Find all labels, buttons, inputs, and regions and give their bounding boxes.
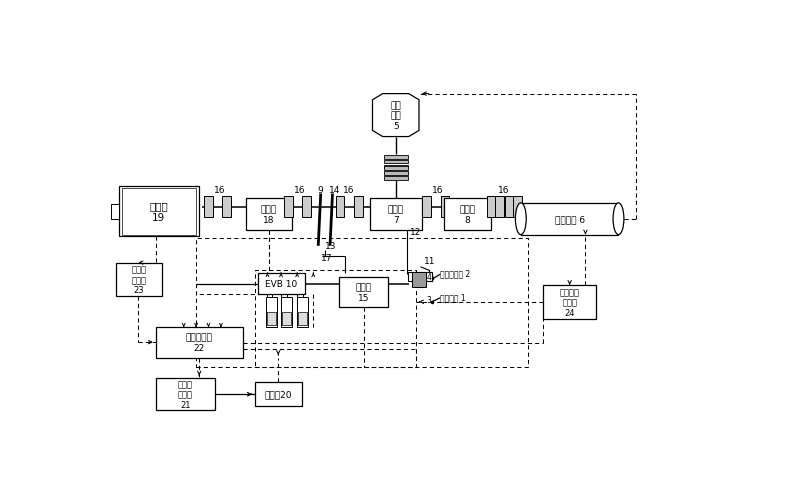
FancyBboxPatch shape: [281, 297, 292, 327]
Text: 16: 16: [343, 186, 354, 195]
FancyBboxPatch shape: [384, 172, 407, 175]
FancyBboxPatch shape: [246, 199, 292, 231]
Text: 14: 14: [330, 186, 341, 195]
Text: 11: 11: [424, 257, 435, 266]
FancyBboxPatch shape: [543, 286, 596, 319]
Text: 变速器
8: 变速器 8: [459, 205, 475, 225]
FancyBboxPatch shape: [384, 166, 407, 169]
FancyBboxPatch shape: [441, 197, 450, 218]
FancyBboxPatch shape: [110, 204, 118, 219]
FancyBboxPatch shape: [505, 197, 514, 218]
FancyBboxPatch shape: [495, 197, 504, 218]
Text: 16: 16: [432, 186, 443, 195]
FancyBboxPatch shape: [444, 199, 490, 231]
FancyBboxPatch shape: [302, 197, 311, 218]
FancyBboxPatch shape: [336, 197, 344, 218]
FancyBboxPatch shape: [297, 297, 308, 327]
Text: 扭矩仪
18: 扭矩仪 18: [261, 205, 277, 225]
Text: 16: 16: [294, 186, 306, 195]
FancyBboxPatch shape: [384, 177, 407, 180]
Text: 第一
电机
5: 第一 电机 5: [390, 101, 401, 131]
Ellipse shape: [613, 203, 624, 235]
FancyBboxPatch shape: [384, 156, 407, 159]
FancyBboxPatch shape: [266, 297, 278, 327]
Text: EVB 10: EVB 10: [266, 279, 298, 288]
FancyBboxPatch shape: [204, 197, 213, 218]
Text: 加载装置 1: 加载装置 1: [440, 293, 466, 302]
FancyBboxPatch shape: [267, 313, 276, 326]
Text: 实时仿
真系统
21: 实时仿 真系统 21: [178, 379, 193, 409]
Text: 16: 16: [498, 186, 510, 195]
Text: 测功机
控制器
23: 测功机 控制器 23: [131, 265, 146, 295]
FancyBboxPatch shape: [115, 263, 162, 297]
FancyBboxPatch shape: [222, 197, 231, 218]
FancyBboxPatch shape: [521, 203, 618, 235]
Text: 4: 4: [427, 272, 432, 281]
FancyBboxPatch shape: [513, 197, 522, 218]
Text: 真空泵
15: 真空泵 15: [355, 283, 371, 302]
Text: 第二电机 6: 第二电机 6: [554, 215, 585, 224]
FancyBboxPatch shape: [384, 167, 407, 170]
FancyBboxPatch shape: [156, 378, 214, 410]
FancyBboxPatch shape: [487, 197, 495, 218]
FancyBboxPatch shape: [338, 277, 388, 308]
FancyBboxPatch shape: [156, 328, 242, 358]
FancyBboxPatch shape: [298, 313, 307, 326]
FancyBboxPatch shape: [282, 313, 291, 326]
FancyBboxPatch shape: [407, 272, 432, 282]
Text: 13: 13: [325, 241, 337, 250]
FancyBboxPatch shape: [118, 187, 199, 237]
FancyBboxPatch shape: [284, 197, 293, 218]
Text: 16: 16: [214, 186, 226, 195]
FancyBboxPatch shape: [255, 382, 302, 407]
Text: 计算机20: 计算机20: [265, 390, 292, 399]
Text: 9: 9: [317, 186, 322, 195]
FancyBboxPatch shape: [354, 197, 362, 218]
FancyBboxPatch shape: [370, 199, 422, 231]
Text: 齿轮箱
7: 齿轮箱 7: [388, 205, 404, 225]
FancyBboxPatch shape: [422, 197, 431, 218]
Text: 测功机
19: 测功机 19: [150, 201, 168, 223]
Text: 驱动电机
控制器
24: 驱动电机 控制器 24: [560, 287, 580, 317]
Text: 驾驶模拟器 2: 驾驶模拟器 2: [440, 269, 470, 278]
Polygon shape: [373, 94, 419, 137]
Ellipse shape: [515, 203, 526, 235]
Text: 驱动继电器
22: 驱动继电器 22: [186, 333, 213, 352]
FancyBboxPatch shape: [384, 161, 407, 164]
FancyBboxPatch shape: [122, 189, 196, 235]
Text: 12: 12: [410, 227, 422, 236]
Text: 17: 17: [322, 253, 333, 262]
Text: 3: 3: [427, 295, 432, 304]
FancyBboxPatch shape: [413, 272, 426, 287]
FancyBboxPatch shape: [258, 273, 305, 295]
